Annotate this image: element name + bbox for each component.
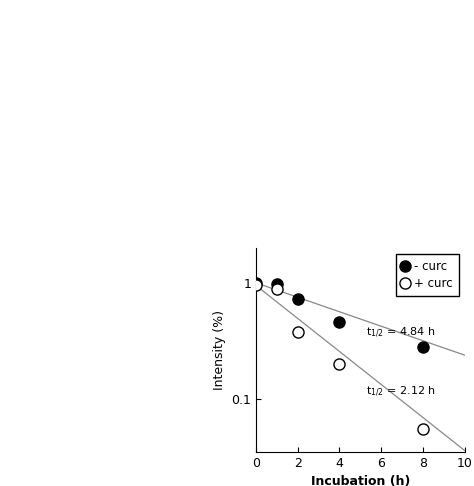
X-axis label: Incubation (h): Incubation (h) — [310, 475, 410, 486]
Line: + curc: + curc — [250, 280, 428, 435]
Legend: - curc, + curc: - curc, + curc — [396, 254, 459, 296]
Y-axis label: Intensity (%): Intensity (%) — [213, 310, 226, 390]
Line: - curc: - curc — [250, 278, 428, 353]
+ curc — [253, 282, 259, 288]
Text: t$_{1/2}$ = 2.12 h: t$_{1/2}$ = 2.12 h — [366, 385, 437, 399]
- curc — [253, 280, 259, 286]
+ curc — [274, 286, 280, 292]
- curc — [295, 296, 301, 302]
+ curc — [420, 426, 426, 432]
- curc — [274, 281, 280, 287]
+ curc — [337, 361, 342, 367]
- curc — [420, 344, 426, 350]
Text: t$_{1/2}$ = 4.84 h: t$_{1/2}$ = 4.84 h — [366, 326, 436, 340]
- curc — [337, 319, 342, 325]
+ curc — [295, 329, 301, 334]
